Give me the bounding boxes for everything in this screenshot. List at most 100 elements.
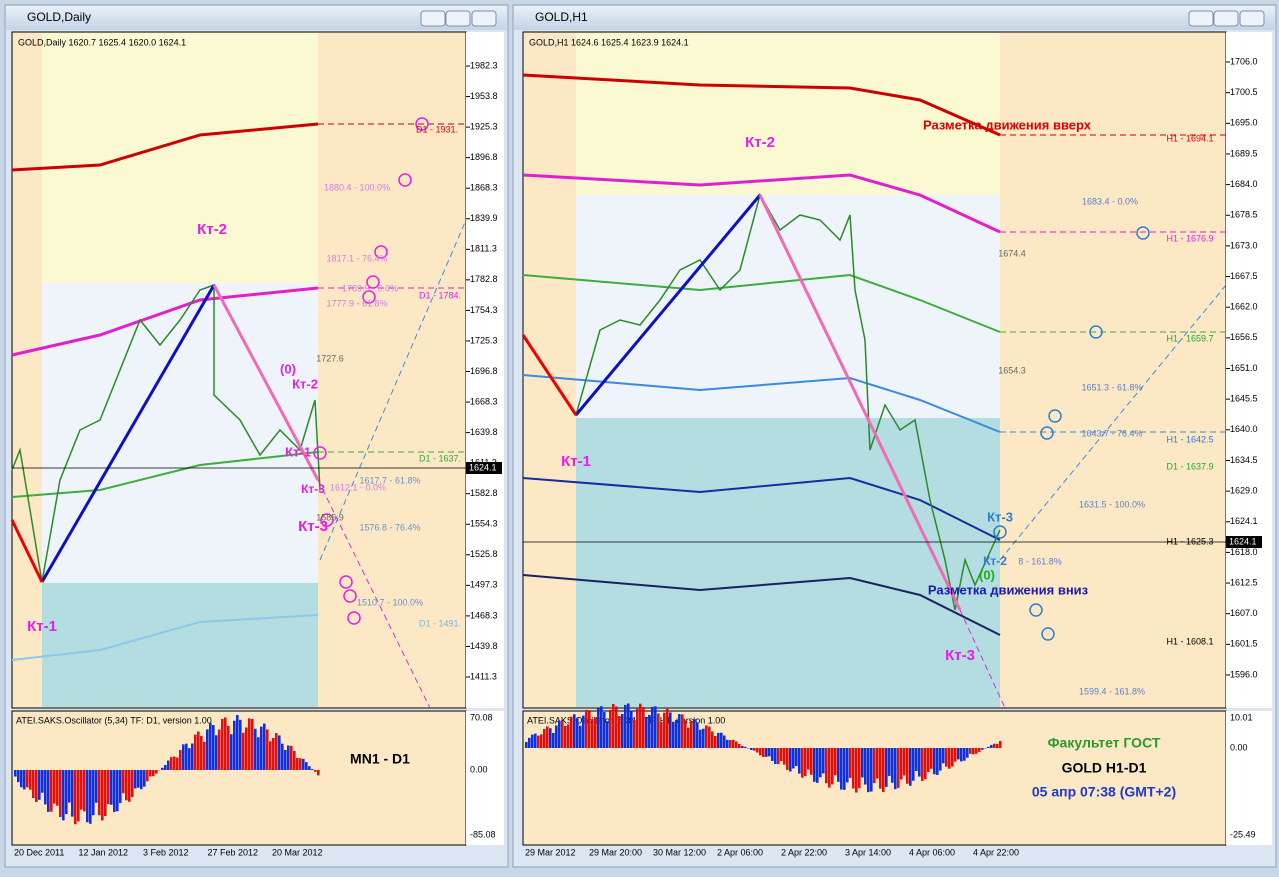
osc-bar	[68, 770, 71, 803]
osc-bar	[720, 733, 723, 748]
osc-bar	[621, 714, 624, 748]
date-tick: 29 Mar 20:00	[589, 847, 642, 857]
price-tick: 1953.8	[470, 91, 498, 101]
osc-bar	[627, 704, 630, 748]
osc-bar	[963, 748, 966, 761]
window-title: GOLD,Daily	[27, 10, 91, 24]
osc-bar	[618, 716, 621, 748]
osc-bar	[86, 770, 89, 822]
osc-bar	[978, 748, 981, 752]
price-tick: 1629.0	[1230, 485, 1258, 495]
osc-bar	[17, 770, 20, 782]
osc-bar	[702, 729, 705, 748]
osc-bar	[843, 748, 846, 790]
osc-bar	[969, 748, 972, 754]
price-tick: 1667.5	[1230, 271, 1258, 281]
annotation: 1576.8 - 76.4%	[359, 522, 420, 532]
osc-bar	[170, 757, 173, 770]
price-tick: 1582.8	[470, 488, 498, 498]
osc-bar	[732, 740, 735, 748]
maximize-button[interactable]	[1214, 11, 1238, 26]
osc-bar	[858, 748, 861, 788]
osc-bar	[585, 710, 588, 748]
annotation: 1585.9	[316, 512, 344, 522]
osc-bar	[804, 748, 807, 776]
price-tick: 1678.5	[1230, 210, 1258, 220]
osc-bar	[687, 728, 690, 748]
annotation: D1 - 1637.9	[1166, 461, 1213, 471]
price-tick: 1618.0	[1230, 547, 1258, 557]
osc-bar	[146, 770, 149, 781]
osc-bar	[711, 731, 714, 748]
osc-bar	[552, 733, 555, 748]
osc-bar	[200, 736, 203, 770]
osc-bar	[188, 748, 191, 770]
osc-bar	[834, 748, 837, 775]
osc-bar	[723, 735, 726, 748]
zone-low	[42, 583, 318, 707]
osc-bar	[35, 770, 38, 802]
osc-bar	[53, 770, 56, 804]
osc-bar	[912, 748, 915, 781]
quote: GOLD,Daily 1620.7 1625.4 1620.0 1624.1	[18, 37, 186, 47]
osc-bar	[933, 748, 936, 774]
osc-bar	[606, 721, 609, 748]
osc-bar	[657, 713, 660, 748]
maximize-button[interactable]	[446, 11, 470, 26]
osc-bar	[134, 770, 137, 788]
close-button[interactable]	[1240, 11, 1264, 26]
oscillator-axis-bg	[1226, 711, 1272, 845]
osc-bar	[215, 735, 218, 770]
osc-bar	[645, 717, 648, 748]
price-tick: 1839.9	[470, 213, 498, 223]
minimize-button[interactable]	[1189, 11, 1213, 26]
annotation: H1 - 1659.7	[1166, 333, 1213, 343]
annotation: 8 - 161.8%	[1018, 556, 1062, 566]
osc-bar	[672, 722, 675, 748]
osc-bar	[987, 747, 990, 748]
osc-bar	[164, 765, 167, 770]
osc-bar	[71, 770, 74, 817]
date-tick: 2 Apr 06:00	[717, 847, 763, 857]
osc-bar	[663, 713, 666, 748]
osc-bar	[921, 748, 924, 781]
price-tick: 1624.1	[1230, 516, 1258, 526]
annotation: H1 - 1625.3	[1166, 536, 1213, 546]
price-tick: 1607.0	[1230, 608, 1258, 618]
annotation: 1683.4 - 0.0%	[1082, 196, 1138, 206]
osc-bar	[630, 710, 633, 748]
osc-bar	[549, 728, 552, 748]
minimize-button[interactable]	[421, 11, 445, 26]
osc-bar	[576, 718, 579, 748]
osc-bar	[852, 748, 855, 788]
osc-bar	[254, 729, 257, 770]
osc-bar	[284, 750, 287, 770]
title-bar	[514, 6, 1275, 30]
osc-bar	[101, 770, 104, 820]
annotation: (0)	[280, 361, 296, 376]
annotation: Кт-2	[983, 554, 1007, 568]
annotation: 1727.6	[316, 353, 344, 363]
price-tick: 1601.5	[1230, 639, 1258, 649]
osc-bar	[152, 770, 155, 776]
osc-bar	[624, 705, 627, 748]
osc-bar	[173, 757, 176, 770]
osc-bar	[570, 717, 573, 748]
close-button[interactable]	[472, 11, 496, 26]
price-tick: 1662.0	[1230, 302, 1258, 312]
osc-bar	[302, 759, 305, 770]
osc-bar	[993, 744, 996, 748]
osc-bar	[534, 734, 537, 748]
osc-bar	[879, 748, 882, 789]
osc-bar	[696, 722, 699, 748]
osc-bar	[555, 725, 558, 748]
osc-bar	[957, 748, 960, 759]
osc-bar	[185, 744, 188, 770]
osc-bar	[23, 770, 26, 789]
osc-bar	[813, 748, 816, 782]
osc-bar	[693, 719, 696, 748]
current-price: 1624.1	[469, 462, 497, 472]
osc-bar	[167, 761, 170, 770]
osc-bar	[792, 748, 795, 768]
osc-bar	[95, 770, 98, 803]
